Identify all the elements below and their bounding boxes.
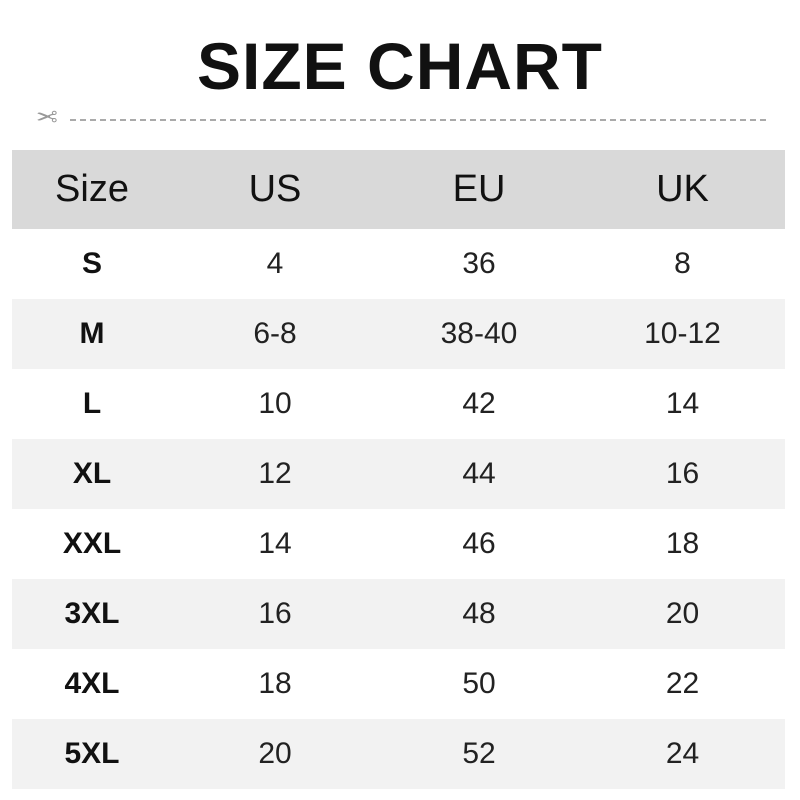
header-size: Size (55, 168, 129, 210)
cell-us: 14 (258, 527, 292, 560)
scissors-icon: ✂ (36, 102, 58, 132)
cell-eu: 52 (462, 737, 496, 770)
size-table: Size US EU UK S 4 36 8 M 6-8 38-40 10-12 L 10 42 14… (12, 150, 785, 789)
cell-uk: 20 (665, 597, 700, 630)
table-row: S 4 36 8 (12, 229, 785, 299)
cell-uk: 24 (665, 737, 700, 770)
cell-size: 4XL (64, 667, 120, 700)
cell-eu: 38-40 (440, 317, 518, 350)
dashed-divider (70, 119, 766, 121)
cell-eu: 46 (462, 527, 496, 560)
cell-size: 5XL (64, 737, 120, 770)
cut-line: ✂ (36, 102, 766, 132)
cell-eu: 44 (462, 457, 496, 490)
cell-eu: 48 (462, 597, 496, 630)
table-row: 3XL 16 48 20 (12, 579, 785, 649)
cell-us: 16 (258, 597, 292, 630)
cell-us: 6-8 (253, 317, 297, 350)
table-row: M 6-8 38-40 10-12 (12, 299, 785, 369)
table-header: Size US EU UK (12, 150, 785, 229)
cell-uk: 10-12 (644, 317, 721, 350)
cell-us: 12 (258, 457, 292, 490)
table-row: 4XL 18 50 22 (12, 649, 785, 719)
header-uk: UK (656, 168, 709, 210)
cell-eu: 42 (462, 387, 496, 420)
cell-eu: 50 (462, 667, 496, 700)
header-eu: EU (452, 168, 506, 210)
cell-us: 18 (258, 667, 292, 700)
cell-size: S (81, 247, 102, 280)
cell-uk: 14 (665, 387, 700, 420)
cell-uk: 8 (674, 247, 691, 280)
header-us: US (248, 168, 302, 210)
cell-size: XL (72, 457, 112, 490)
table-row: XL 12 44 16 (12, 439, 785, 509)
cell-uk: 16 (665, 457, 700, 490)
page-title: SIZE CHART (197, 29, 603, 103)
table-row: XXL 14 46 18 (12, 509, 785, 579)
cell-us: 4 (266, 247, 284, 280)
cell-size: 3XL (64, 597, 120, 630)
cell-size: XXL (62, 527, 122, 560)
cell-uk: 22 (665, 667, 700, 700)
cell-size: L (82, 387, 102, 420)
cell-size: M (79, 317, 105, 350)
cell-eu: 36 (462, 247, 496, 280)
table-row: L 10 42 14 (12, 369, 785, 439)
cell-us: 10 (258, 387, 292, 420)
table-row: 5XL 20 52 24 (12, 719, 785, 789)
cell-uk: 18 (665, 527, 700, 560)
cell-us: 20 (258, 737, 292, 770)
